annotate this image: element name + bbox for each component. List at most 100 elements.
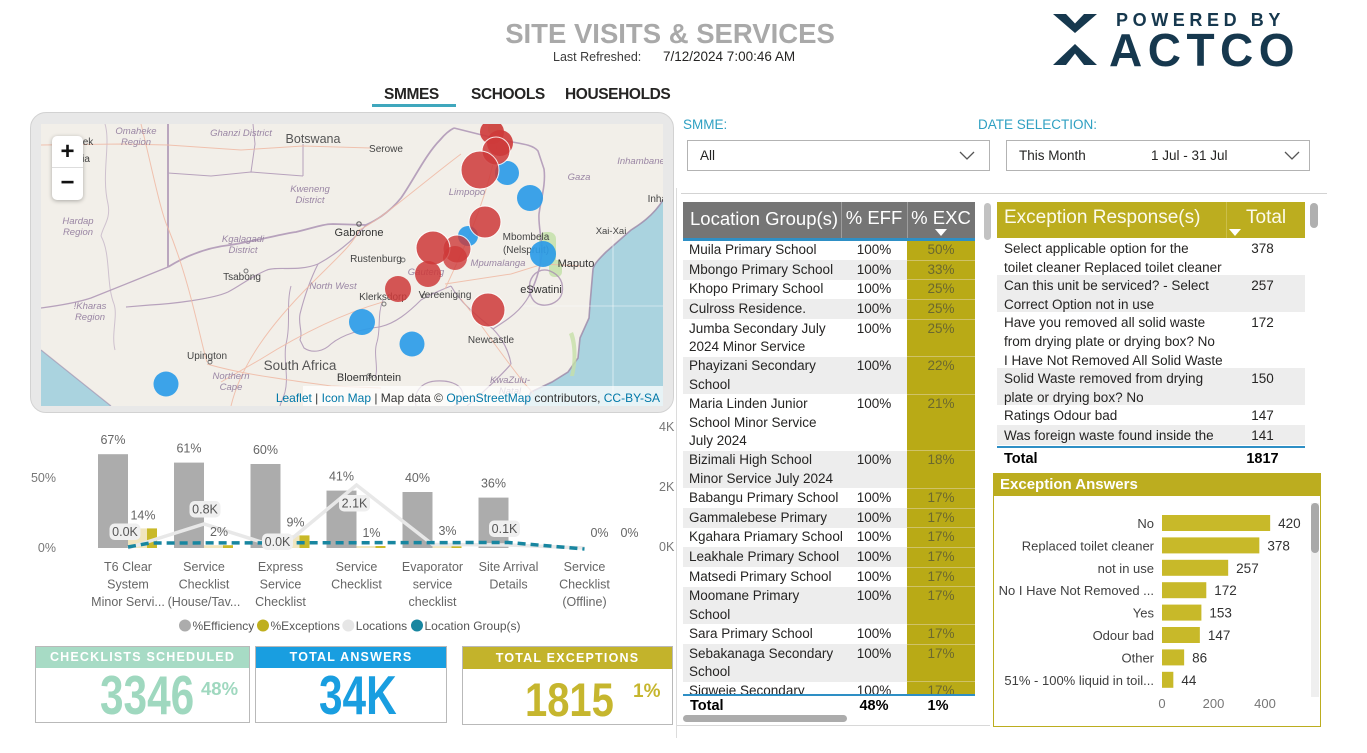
svg-text:Gaborone: Gaborone (335, 227, 384, 239)
svg-text:checklist: checklist (409, 595, 457, 609)
svg-text:0.0K: 0.0K (112, 525, 138, 539)
svg-text:Kgalagadi: Kgalagadi (222, 234, 265, 245)
svg-text:Checklist: Checklist (255, 595, 306, 609)
svg-text:Service: Service (564, 560, 606, 574)
svg-text:Checklist: Checklist (331, 578, 382, 592)
svg-text:Hardap: Hardap (62, 216, 93, 227)
svg-text:District: District (228, 245, 257, 256)
svg-text:Mbombela: Mbombela (503, 232, 550, 243)
svg-text:0.1K: 0.1K (492, 522, 518, 536)
svg-text:Kweneng: Kweneng (290, 184, 330, 195)
svg-text:0.0K: 0.0K (265, 535, 291, 549)
svg-text:South Africa: South Africa (264, 358, 337, 373)
svg-text:0%: 0% (620, 526, 638, 540)
svg-text:Odour bad: Odour bad (1093, 628, 1154, 643)
svg-text:2%: 2% (210, 525, 228, 539)
svg-text:No I Have Not Removed ...: No I Have Not Removed ... (999, 583, 1154, 598)
svg-text:(Offline): (Offline) (562, 595, 606, 609)
svg-text:60%: 60% (253, 443, 278, 457)
svg-text:2K: 2K (659, 480, 675, 494)
svg-text:41%: 41% (329, 470, 354, 484)
svg-text:14%: 14% (130, 508, 155, 522)
svg-text:Checklist: Checklist (559, 578, 610, 592)
svg-text:Rustenburg: Rustenburg (350, 254, 402, 265)
svg-text:Maputo: Maputo (558, 258, 595, 270)
svg-text:KwaZulu-: KwaZulu- (490, 375, 530, 386)
svg-text:147: 147 (1208, 628, 1231, 643)
svg-text:POWERED BY: POWERED BY (1116, 10, 1285, 30)
svg-text:Inhar: Inhar (648, 194, 663, 205)
svg-text:36%: 36% (481, 477, 506, 491)
svg-text:200: 200 (1203, 696, 1225, 711)
svg-text:Region: Region (75, 312, 105, 323)
svg-text:Tsabong: Tsabong (223, 272, 261, 283)
svg-text:ia: ia (82, 154, 90, 165)
svg-text:400: 400 (1254, 696, 1276, 711)
svg-text:Limpopo: Limpopo (449, 187, 485, 198)
svg-text:3%: 3% (438, 524, 456, 538)
svg-text:0K: 0K (659, 540, 675, 554)
svg-text:Checklist: Checklist (179, 578, 230, 592)
svg-text:Service: Service (260, 578, 302, 592)
svg-text:service: service (413, 578, 453, 592)
svg-text:Klerksdorp: Klerksdorp (359, 292, 407, 303)
svg-text:Location Group(s): Location Group(s) (425, 619, 521, 633)
svg-text:Service: Service (336, 560, 378, 574)
svg-text:No: No (1137, 516, 1154, 531)
svg-text:ek: ek (83, 137, 95, 148)
svg-text:Vereeniging: Vereeniging (419, 290, 472, 301)
svg-text:40%: 40% (405, 471, 430, 485)
svg-text:Leaflet | Icon Map | Map data: Leaflet | Icon Map | Map data © OpenStre… (276, 391, 660, 405)
svg-text:50%: 50% (31, 471, 56, 485)
svg-text:not in use: not in use (1098, 561, 1154, 576)
svg-text:Gaza: Gaza (568, 172, 591, 183)
svg-text:420: 420 (1278, 516, 1301, 531)
svg-text:Cape: Cape (220, 382, 243, 393)
svg-text:Region: Region (121, 137, 151, 148)
svg-text:District: District (295, 195, 324, 206)
svg-text:Express: Express (258, 560, 303, 574)
svg-text:%Efficiency: %Efficiency (193, 619, 255, 633)
svg-text:Mpumalanga: Mpumalanga (471, 258, 526, 269)
svg-text:4K: 4K (659, 420, 675, 434)
svg-text:51% - 100% liquid in toil...: 51% - 100% liquid in toil... (1004, 673, 1154, 688)
svg-text:Region: Region (63, 227, 93, 238)
svg-text:T6 Clear: T6 Clear (104, 560, 152, 574)
svg-text:eSwatini: eSwatini (520, 284, 562, 296)
svg-text:Details: Details (489, 578, 527, 592)
svg-text:%Exceptions: %Exceptions (271, 619, 340, 633)
svg-text:172: 172 (1214, 583, 1237, 598)
svg-text:Replaced toilet cleaner: Replaced toilet cleaner (1022, 538, 1155, 553)
svg-text:ACTCO: ACTCO (1109, 24, 1300, 72)
svg-text:!Kharas: !Kharas (74, 301, 107, 312)
svg-text:Serowe: Serowe (369, 144, 403, 155)
svg-text:Newcastle: Newcastle (468, 335, 515, 346)
svg-text:67%: 67% (100, 433, 125, 447)
svg-text:Service: Service (183, 560, 225, 574)
svg-text:Other: Other (1121, 650, 1154, 665)
svg-text:Yes: Yes (1133, 606, 1155, 621)
svg-text:System: System (107, 578, 149, 592)
svg-text:Evaporator: Evaporator (402, 560, 463, 574)
svg-text:Minor Servi...: Minor Servi... (91, 595, 165, 609)
svg-text:Upington: Upington (187, 351, 227, 362)
svg-text:Site Arrival: Site Arrival (479, 560, 539, 574)
svg-text:Xai-Xai: Xai-Xai (596, 226, 627, 237)
svg-text:9%: 9% (286, 515, 304, 529)
svg-text:Omaheke: Omaheke (115, 126, 156, 137)
svg-text:(House/Tav...: (House/Tav... (168, 595, 241, 609)
svg-text:2.1K: 2.1K (342, 497, 368, 511)
svg-text:44: 44 (1181, 673, 1197, 688)
svg-text:0%: 0% (590, 526, 608, 540)
svg-text:153: 153 (1209, 606, 1232, 621)
svg-text:Ghanzi District: Ghanzi District (210, 128, 272, 139)
svg-text:61%: 61% (176, 442, 201, 456)
svg-text:Inhambane: Inhambane (617, 156, 663, 167)
svg-text:North West: North West (309, 281, 357, 292)
svg-text:86: 86 (1192, 650, 1207, 665)
svg-text:1%: 1% (362, 526, 380, 540)
svg-text:0%: 0% (38, 541, 56, 555)
svg-text:Locations: Locations (356, 619, 407, 633)
svg-text:0: 0 (1158, 696, 1165, 711)
svg-text:378: 378 (1267, 538, 1290, 553)
